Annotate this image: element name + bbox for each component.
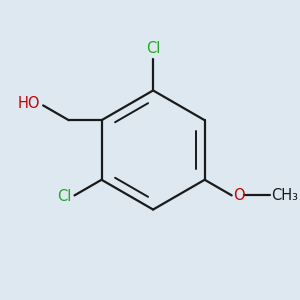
Text: O: O: [233, 188, 244, 203]
Text: CH₃: CH₃: [272, 188, 298, 203]
Text: Cl: Cl: [146, 41, 160, 56]
Text: HO: HO: [18, 97, 40, 112]
Text: Cl: Cl: [57, 189, 72, 204]
